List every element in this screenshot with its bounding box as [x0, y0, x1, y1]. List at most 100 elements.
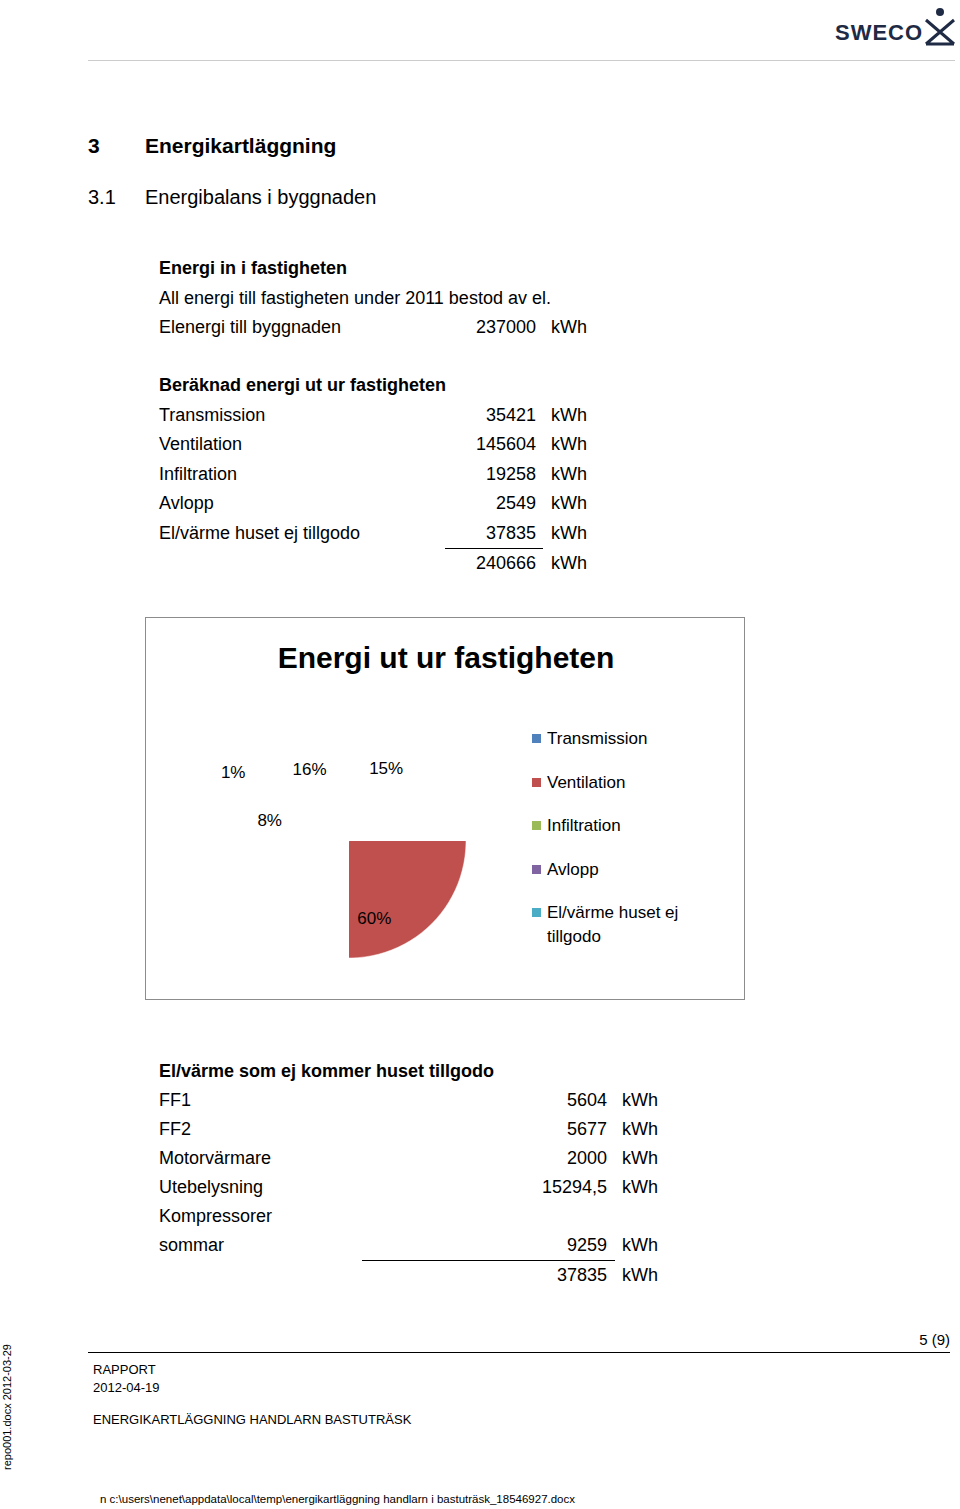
chart-title: Energi ut ur fastigheten [278, 641, 615, 674]
section-title: Energikartläggning [145, 133, 336, 158]
data-label: 16% [293, 760, 327, 779]
table-row: Motorvärmare2000 kWh [159, 1144, 658, 1173]
data-label: 15% [369, 759, 403, 778]
table-title: El/värme som ej kommer huset tillgodo [159, 1057, 658, 1086]
chart-svg: Energi ut ur fastigheten 15% 60% 8% 1% 16% [146, 618, 744, 999]
sum-rule [362, 1260, 615, 1261]
row-unit: kWh [551, 460, 587, 490]
file-path: n c:\users\nenet\appdata\local\temp\ener… [100, 1493, 575, 1507]
header-rule [88, 60, 955, 61]
logo-text: SWECO [835, 20, 923, 46]
pie-slice [349, 841, 466, 958]
legend-swatch [532, 734, 541, 743]
row-unit: kWh [622, 1231, 658, 1260]
legend-label: El/värme huset ej tillgodo [547, 901, 707, 949]
total-value: 37835 [319, 1261, 607, 1290]
legend-label: Transmission [547, 727, 707, 751]
table-row: Kompressorer sommar9259 kWh [159, 1202, 658, 1260]
row-value: 37835 [389, 519, 536, 549]
data-label: 1% [221, 763, 246, 782]
total-spacer [159, 1261, 319, 1290]
legend-swatch [532, 865, 541, 874]
table-row: Elenergi till byggnaden237000 kWh [159, 313, 587, 343]
legend-item: El/värme huset ej tillgodo [532, 901, 707, 949]
doc-type: RAPPORT [93, 1362, 156, 1378]
page: SWECO 3 Energikartläggning 3.1 Energibalans … [0, 0, 960, 1509]
row-value: 145604 [389, 430, 536, 460]
row-unit: kWh [622, 1144, 658, 1173]
legend-swatch [532, 778, 541, 787]
row-unit: kWh [622, 1261, 658, 1290]
project-name: ENERGIKARTLÄGGNING HANDLARN BASTUTRÄSK [93, 1412, 411, 1428]
table-row: Utebelysning15294,5 kWh [159, 1173, 658, 1202]
total-spacer [159, 549, 389, 579]
pie-slices [349, 841, 466, 958]
data-label: 8% [257, 811, 282, 830]
legend-label: Infiltration [547, 814, 707, 838]
row-value: 2549 [389, 489, 536, 519]
table-row: Avlopp2549 kWh [159, 489, 587, 519]
table-row: FF25677 kWh [159, 1115, 658, 1144]
legend: Transmission Ventilation Infiltration Avlop… [532, 727, 707, 969]
table-row: Infiltration19258 kWh [159, 460, 587, 490]
data-label: 60% [357, 909, 391, 928]
row-value: 19258 [389, 460, 536, 490]
sum-rule [445, 548, 543, 549]
chart-frame: Energi ut ur fastigheten 15% 60% 8% 1% 16% Tra… [145, 617, 745, 1000]
legend-swatch [532, 908, 541, 917]
logo-shape [926, 20, 954, 44]
row-unit: kWh [551, 549, 587, 579]
row-label: Infiltration [159, 460, 389, 490]
row-label: Utebelysning [159, 1173, 319, 1202]
total-row: 240666kWh [159, 549, 587, 579]
row-value: 35421 [389, 401, 536, 431]
row-label: Motorvärmare [159, 1144, 319, 1173]
section-number: 3 [88, 133, 100, 158]
subsection-title: Energibalans i byggnaden [145, 185, 376, 209]
row-value: 5677 [319, 1115, 607, 1144]
row-label: Elenergi till byggnaden [159, 313, 389, 343]
table-row: El/värme huset ej tillgodo37835 kWh [159, 519, 587, 549]
row-label: FF2 [159, 1115, 319, 1144]
row-label: Ventilation [159, 430, 389, 460]
energy-table: Energi in i fastighetenAll energi till f… [159, 254, 587, 343]
page-number: 5 (9) [919, 1331, 950, 1349]
row-value: 9259 [319, 1231, 607, 1260]
logo-icon [922, 6, 958, 46]
table-row: Ventilation145604 kWh [159, 430, 587, 460]
legend-item: Ventilation [532, 771, 707, 795]
energy-table: Beräknad energi ut ur fastighetenTransmi… [159, 371, 587, 579]
row-unit: kWh [622, 1086, 658, 1115]
row-label: Avlopp [159, 489, 389, 519]
doc-date: 2012-04-19 [93, 1380, 160, 1396]
data-labels: 15% 60% 8% 1% 16% [221, 759, 403, 929]
footer-rule [88, 1352, 950, 1353]
row-label: FF1 [159, 1086, 319, 1115]
logo-dot [936, 8, 944, 16]
total-row: 37835 kWh [159, 1261, 658, 1290]
legend-item: Avlopp [532, 858, 707, 882]
template-id: repo001.docx 2012-03-29 [1, 1344, 14, 1470]
row-value: 237000 [389, 313, 536, 343]
legend-swatch [532, 821, 541, 830]
energy-table: El/värme som ej kommer huset tillgodoFF1… [159, 1057, 658, 1290]
subsection-number: 3.1 [88, 185, 116, 209]
row-unit: kWh [551, 430, 587, 460]
row-value: 5604 [319, 1086, 607, 1115]
legend-item: Transmission [532, 727, 707, 751]
row-value: 2000 [319, 1144, 607, 1173]
row-unit: kWh [622, 1115, 658, 1144]
row-unit: kWh [622, 1173, 658, 1202]
legend-label: Ventilation [547, 771, 707, 795]
row-label: Kompressorer sommar [159, 1202, 319, 1260]
table-row: Transmission35421kWh [159, 401, 587, 431]
legend-item: Infiltration [532, 814, 707, 838]
row-unit: kWh [551, 401, 587, 431]
table-text: All energi till fastigheten under 2011 b… [159, 284, 587, 314]
row-value: 15294,5 [319, 1173, 607, 1202]
table-title: Beräknad energi ut ur fastigheten [159, 371, 587, 401]
row-unit: kWh [551, 313, 587, 343]
row-unit: kWh [551, 489, 587, 519]
row-unit: kWh [551, 519, 587, 549]
row-label: El/värme huset ej tillgodo [159, 519, 389, 549]
